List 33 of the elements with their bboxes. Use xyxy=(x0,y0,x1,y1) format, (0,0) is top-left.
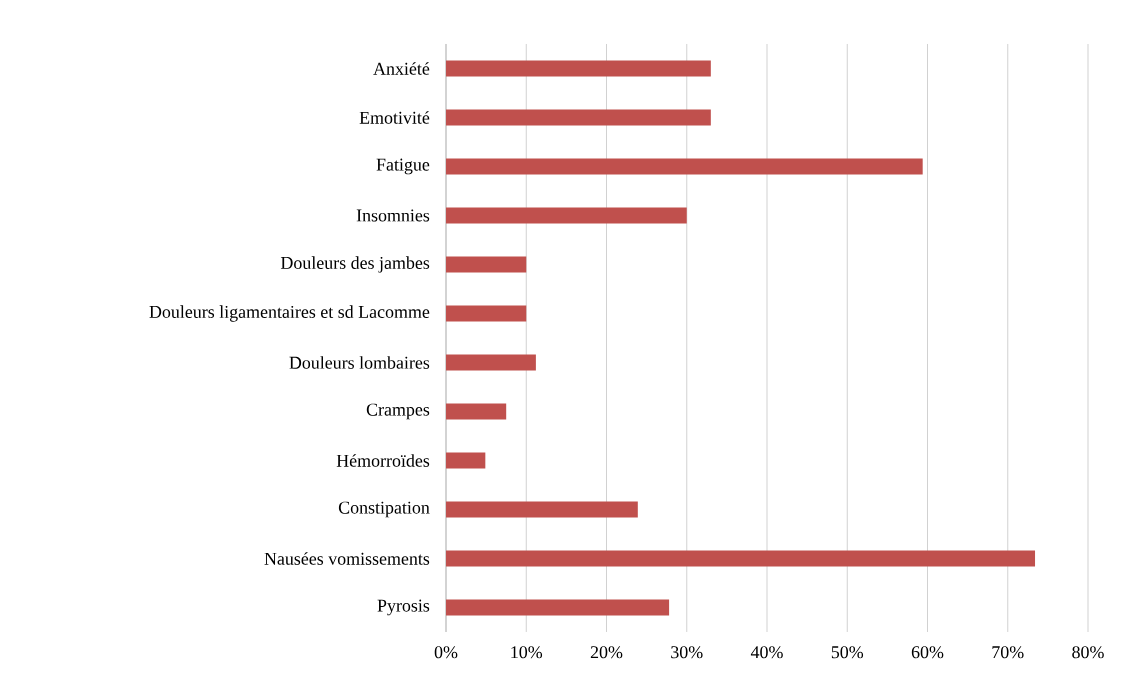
x-tick-label: 50% xyxy=(831,646,864,659)
bar xyxy=(446,403,507,420)
y-tick-label: Fatigue xyxy=(376,158,430,175)
bar xyxy=(446,158,923,175)
y-tick-label: Nausées vomissements xyxy=(264,552,430,565)
bar xyxy=(446,354,536,371)
x-tick-label: 20% xyxy=(590,646,623,659)
x-tick-label: 80% xyxy=(1072,646,1104,659)
bar xyxy=(446,207,687,224)
y-tick-label: Pyrosis xyxy=(377,599,430,616)
x-tick-label: 40% xyxy=(750,646,783,659)
y-tick-label: Douleurs des jambes xyxy=(280,256,430,273)
bar xyxy=(446,452,486,469)
bar xyxy=(446,109,711,126)
x-tick-label: 70% xyxy=(992,646,1024,659)
bar xyxy=(446,501,638,518)
bar xyxy=(446,256,527,273)
x-tick-label: 0% xyxy=(434,646,458,659)
y-tick-label: Hémorroïdes xyxy=(336,454,430,467)
bar xyxy=(446,599,670,616)
y-tick-label: Crampes xyxy=(366,403,430,420)
y-tick-label: Insomnies xyxy=(356,209,430,222)
y-tick-label: Constipation xyxy=(338,501,430,518)
bar xyxy=(446,305,527,322)
y-tick-label: Douleurs ligamentaires et sd Lacomme xyxy=(149,305,430,322)
y-tick-label: Anxiété xyxy=(373,62,430,75)
x-tick-label: 10% xyxy=(511,646,543,659)
bar xyxy=(446,60,711,77)
x-tick-label: 60% xyxy=(911,646,944,659)
y-tick-label: Douleurs lombaires xyxy=(289,356,430,369)
bar xyxy=(446,550,1036,567)
y-tick-label: Emotivité xyxy=(359,111,430,124)
x-tick-label: 30% xyxy=(671,646,703,659)
